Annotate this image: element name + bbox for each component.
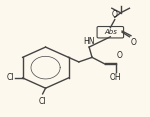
Text: Abs: Abs	[104, 29, 117, 35]
Text: O: O	[112, 9, 118, 18]
Text: Cl: Cl	[39, 97, 46, 106]
Text: O: O	[117, 51, 123, 60]
Text: HN: HN	[83, 37, 95, 46]
FancyBboxPatch shape	[97, 27, 124, 38]
Text: O: O	[131, 38, 137, 47]
Text: Cl: Cl	[7, 73, 15, 82]
Text: OH: OH	[110, 73, 122, 82]
